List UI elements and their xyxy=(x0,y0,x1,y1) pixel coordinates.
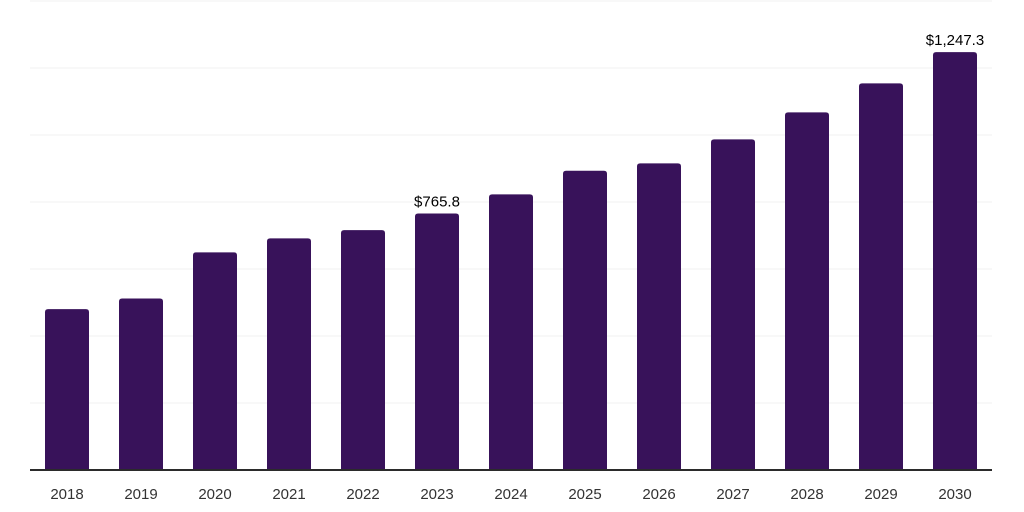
x-tick-label: 2019 xyxy=(124,486,157,503)
bar-2022 xyxy=(341,230,385,470)
bar-2024 xyxy=(489,194,533,470)
x-tick-label: 2020 xyxy=(198,486,231,503)
bar-2029 xyxy=(859,83,903,471)
value-label: $765.8 xyxy=(414,194,460,211)
value-label: $1,247.3 xyxy=(926,32,984,49)
x-tick-label: 2023 xyxy=(420,486,453,503)
x-tick-label: 2025 xyxy=(568,486,601,503)
x-tick-label: 2022 xyxy=(346,486,379,503)
x-tick-label: 2024 xyxy=(494,486,527,503)
bar-2030 xyxy=(933,52,977,470)
bar-2027 xyxy=(711,139,755,471)
bar-2026 xyxy=(637,163,681,470)
bar-2021 xyxy=(267,238,311,470)
x-tick-label: 2026 xyxy=(642,486,675,503)
bar-2023 xyxy=(415,213,459,470)
x-tick-label: 2029 xyxy=(864,486,897,503)
bar-2025 xyxy=(563,170,607,470)
bar-2028 xyxy=(785,112,829,470)
x-tick-label: 2027 xyxy=(716,486,749,503)
x-tick-label: 2021 xyxy=(272,486,305,503)
x-tick-label: 2030 xyxy=(938,486,971,503)
bar-2018 xyxy=(45,309,89,470)
bar-2019 xyxy=(119,298,163,470)
x-tick-label: 2028 xyxy=(790,486,823,503)
x-tick-label: 2018 xyxy=(50,486,83,503)
bar-2020 xyxy=(193,252,237,470)
